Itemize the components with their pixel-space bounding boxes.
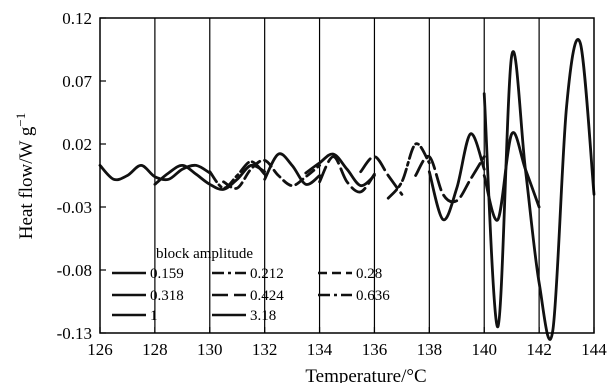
x-tick-label: 126: [87, 340, 113, 359]
series-line-9: [386, 142, 431, 200]
x-tick-label: 142: [526, 340, 552, 359]
y-axis-label-main: Heat flow/W g: [16, 126, 37, 239]
series-line-12: [482, 131, 541, 222]
series-line-6: [318, 155, 376, 194]
legend-entries: 0.159 0.212 0.28 0.318 0.424 0.636 1 3.18: [112, 266, 390, 324]
legend-entry: 1: [112, 308, 158, 324]
legend-entry: 0.636: [318, 288, 390, 304]
legend-entry: 3.18: [212, 308, 276, 324]
legend-entry: 0.424: [212, 288, 284, 304]
series-line-8: [359, 155, 404, 196]
legend-label: 0.318: [150, 288, 184, 304]
legend-entry: 0.159: [112, 266, 184, 282]
legend-title: block amplitude: [156, 246, 253, 262]
series-layer: [98, 38, 596, 341]
legend-label: 1: [150, 308, 158, 324]
x-tick-label: 144: [581, 340, 607, 359]
legend-label: 0.212: [250, 266, 284, 282]
x-tick-label: 134: [307, 340, 333, 359]
y-tick-label: -0.13: [57, 324, 92, 343]
y-axis-label-sup: −1: [13, 113, 28, 127]
legend: block amplitude 0.159 0.212 0.28 0.318 0.424…: [112, 246, 390, 324]
x-tick-label: 132: [252, 340, 278, 359]
y-tick-labels: 0.12 0.07 0.02 -0.03 -0.08 -0.13: [57, 9, 93, 343]
series-line-5: [263, 152, 321, 186]
legend-label: 0.424: [250, 288, 284, 304]
series-line-7: [304, 152, 376, 188]
x-tick-label: 140: [471, 340, 497, 359]
x-tick-labels: 126 128 130 132 134 136 138 140 142 144: [87, 340, 607, 359]
x-axis-label: Temperature/°C: [305, 366, 426, 383]
y-tick-label: 0.12: [62, 9, 92, 28]
y-tick-label: 0.02: [62, 135, 92, 154]
legend-label: 0.636: [356, 288, 390, 304]
series-line-1: [98, 163, 212, 182]
series-line-11: [427, 132, 486, 222]
legend-label: 0.159: [150, 266, 184, 282]
series-line-2: [153, 163, 267, 191]
y-tick-label: 0.07: [62, 72, 92, 91]
x-tick-label: 136: [362, 340, 388, 359]
legend-label: 3.18: [250, 308, 276, 324]
legend-entry: 0.318: [112, 288, 184, 304]
series-line-10: [414, 154, 486, 204]
y-tick-label: -0.08: [57, 261, 92, 280]
x-tick-label: 128: [142, 340, 168, 359]
legend-entry: 0.212: [212, 266, 284, 282]
legend-label: 0.28: [356, 266, 382, 282]
y-tick-label: -0.03: [57, 198, 92, 217]
y-axis-label: Heat flow/W g−1: [13, 113, 37, 239]
legend-entry: 0.28: [318, 266, 382, 282]
series-line-13: [482, 38, 596, 341]
plot-frame: [99, 17, 595, 334]
x-tick-label: 130: [197, 340, 223, 359]
x-tick-label: 138: [417, 340, 443, 359]
